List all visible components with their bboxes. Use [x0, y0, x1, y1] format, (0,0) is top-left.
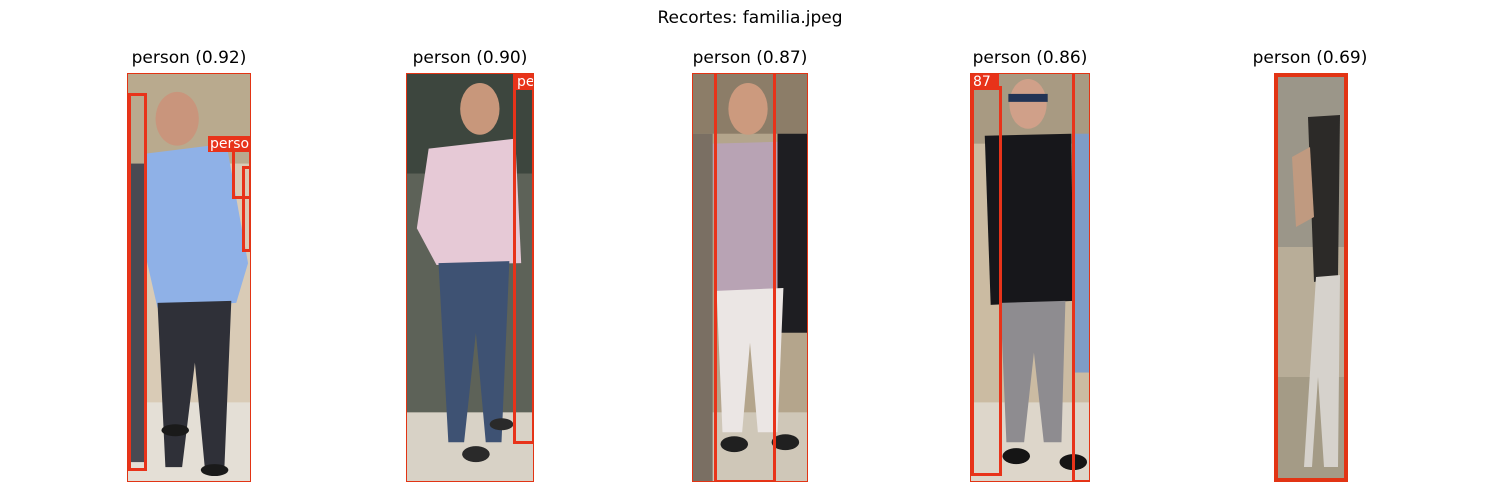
panel-2-title: person (0.90) [412, 48, 528, 68]
crop-image-4: 87 [970, 73, 1090, 482]
crop-photo-2 [407, 74, 533, 481]
panel-1-title: person (0.92) [131, 48, 247, 68]
panel-5-title: person (0.69) [1252, 48, 1368, 68]
crop-photo-4 [971, 74, 1089, 481]
detection-box-1a [128, 93, 147, 471]
crop-image-1: person [127, 73, 251, 482]
detection-box-4a [971, 86, 1002, 476]
detection-box-1c [242, 166, 250, 252]
figure-suptitle: Recortes: familia.jpeg [657, 8, 843, 28]
crop-photo-3 [693, 74, 807, 481]
detection-label-1: person [208, 136, 250, 152]
detection-box-4b [1072, 74, 1089, 481]
detection-label-4: 87 [971, 74, 999, 90]
detection-box-3a [714, 74, 776, 481]
detection-box-2 [513, 74, 533, 444]
crop-image-5 [1274, 73, 1348, 482]
crop-photo-5 [1278, 77, 1344, 478]
detection-label-2: pe [515, 74, 533, 90]
crop-image-2: pe [406, 73, 534, 482]
panel-4-title: person (0.86) [972, 48, 1088, 68]
panel-3-title: person (0.87) [692, 48, 808, 68]
crop-image-3 [692, 73, 808, 482]
